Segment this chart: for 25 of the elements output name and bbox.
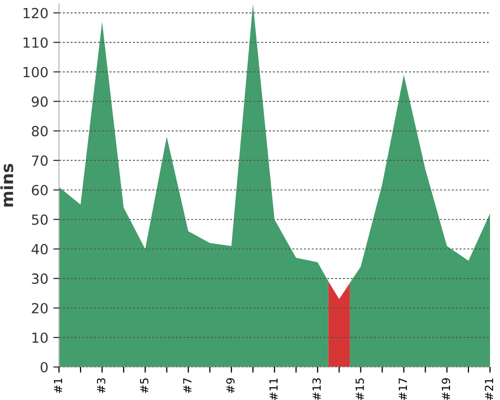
x-tick-label: #7	[183, 378, 192, 393]
y-tick-label: 20	[32, 302, 48, 314]
x-tick-label: #1	[54, 378, 62, 393]
y-tick-label: 90	[32, 96, 48, 107]
y-tick-label: 50	[32, 214, 48, 225]
x-tick-label: #5	[140, 378, 148, 393]
y-tick-label: 30	[32, 273, 48, 284]
x-tick-label: #21	[484, 378, 494, 400]
x-tick-label: #13	[312, 378, 321, 400]
y-tick-label: 100	[24, 66, 48, 78]
x-tick-label: #15	[356, 378, 364, 400]
x-tick-label: #11	[269, 378, 278, 400]
x-tick-label: #17	[398, 378, 407, 400]
y-tick-label: 110	[24, 37, 48, 48]
y-tick-label: 10	[32, 332, 48, 343]
y-tick-label: 80	[32, 126, 48, 136]
y-tick-label: 0	[40, 362, 48, 372]
x-tick-label: #3	[96, 378, 106, 393]
y-tick-label: 60	[32, 184, 48, 196]
y-axis-title: mins	[0, 164, 14, 207]
x-tick-label: #19	[442, 378, 450, 400]
y-tick-label: 40	[32, 244, 48, 254]
x-tick-label: #9	[226, 378, 235, 393]
y-tick-label: 120	[24, 8, 48, 18]
y-tick-label: 70	[32, 155, 48, 166]
